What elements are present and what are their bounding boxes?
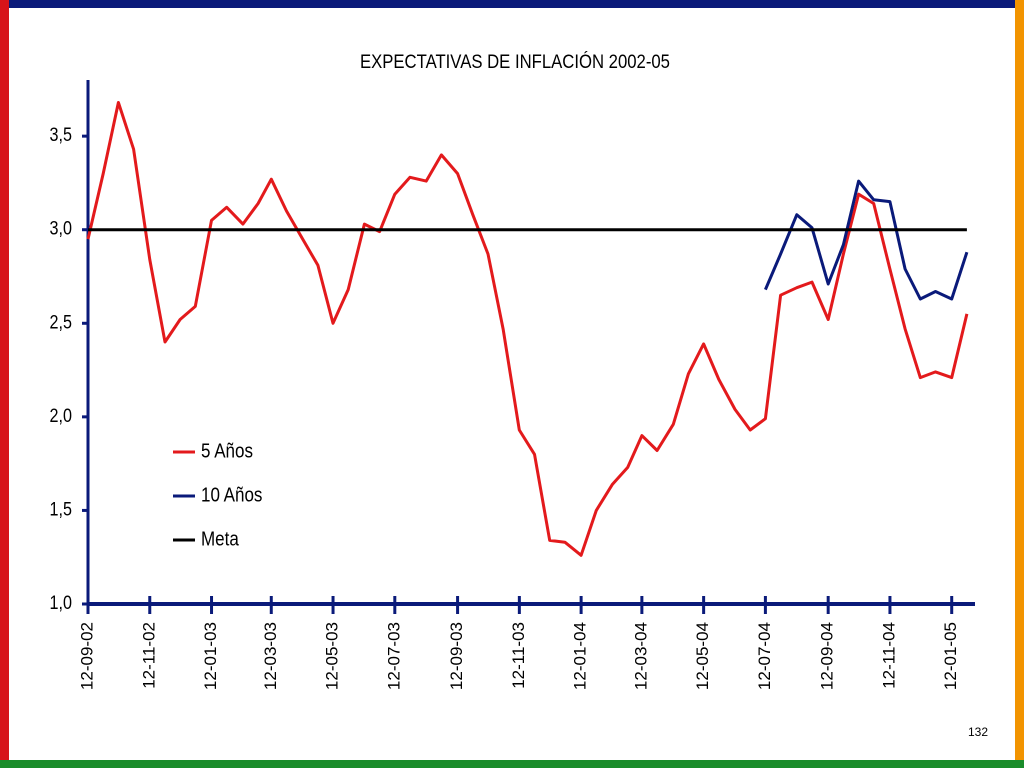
x-tick-label: 12-05-04 xyxy=(693,622,712,690)
x-tick-label: 12-07-04 xyxy=(755,622,774,690)
legend-label: Meta xyxy=(201,527,239,550)
series-line xyxy=(86,101,969,557)
bottom-band xyxy=(0,760,1024,768)
y-tick-label: 2,0 xyxy=(50,405,73,427)
x-tick-label: 12-09-04 xyxy=(818,622,837,690)
x-tick-label: 12-07-03 xyxy=(384,622,403,690)
x-tick-label: 12-01-03 xyxy=(201,622,220,690)
x-tick-label: 12-05-03 xyxy=(323,622,342,690)
right-band xyxy=(1015,0,1024,768)
y-tick-label: 3,5 xyxy=(50,124,73,146)
x-tick-label: 12-03-04 xyxy=(631,622,650,690)
legend-label: 5 Años xyxy=(201,439,253,462)
legend-label: 10 Años xyxy=(201,483,262,506)
x-tick-label: 12-11-02 xyxy=(139,622,158,689)
x-tick-label: 12-09-02 xyxy=(77,622,96,690)
x-tick-label: 12-01-05 xyxy=(941,622,960,690)
page-number: 132 xyxy=(968,725,988,739)
y-tick-label: 3,0 xyxy=(50,217,73,239)
top-band xyxy=(0,0,1024,8)
left-band xyxy=(0,0,9,768)
x-tick-label: 12-11-04 xyxy=(879,622,898,689)
x-tick-label: 12-11-03 xyxy=(509,622,528,689)
x-tick-label: 12-01-04 xyxy=(571,622,590,690)
y-tick-label: 1,0 xyxy=(50,592,73,614)
x-tick-label: 12-09-03 xyxy=(447,622,466,690)
x-tick-label: 12-03-03 xyxy=(261,622,280,690)
y-tick-label: 2,5 xyxy=(50,311,73,333)
y-tick-label: 1,5 xyxy=(50,498,73,520)
chart-title: EXPECTATIVAS DE INFLACIÓN 2002-05 xyxy=(360,50,670,72)
series-line xyxy=(764,179,969,301)
